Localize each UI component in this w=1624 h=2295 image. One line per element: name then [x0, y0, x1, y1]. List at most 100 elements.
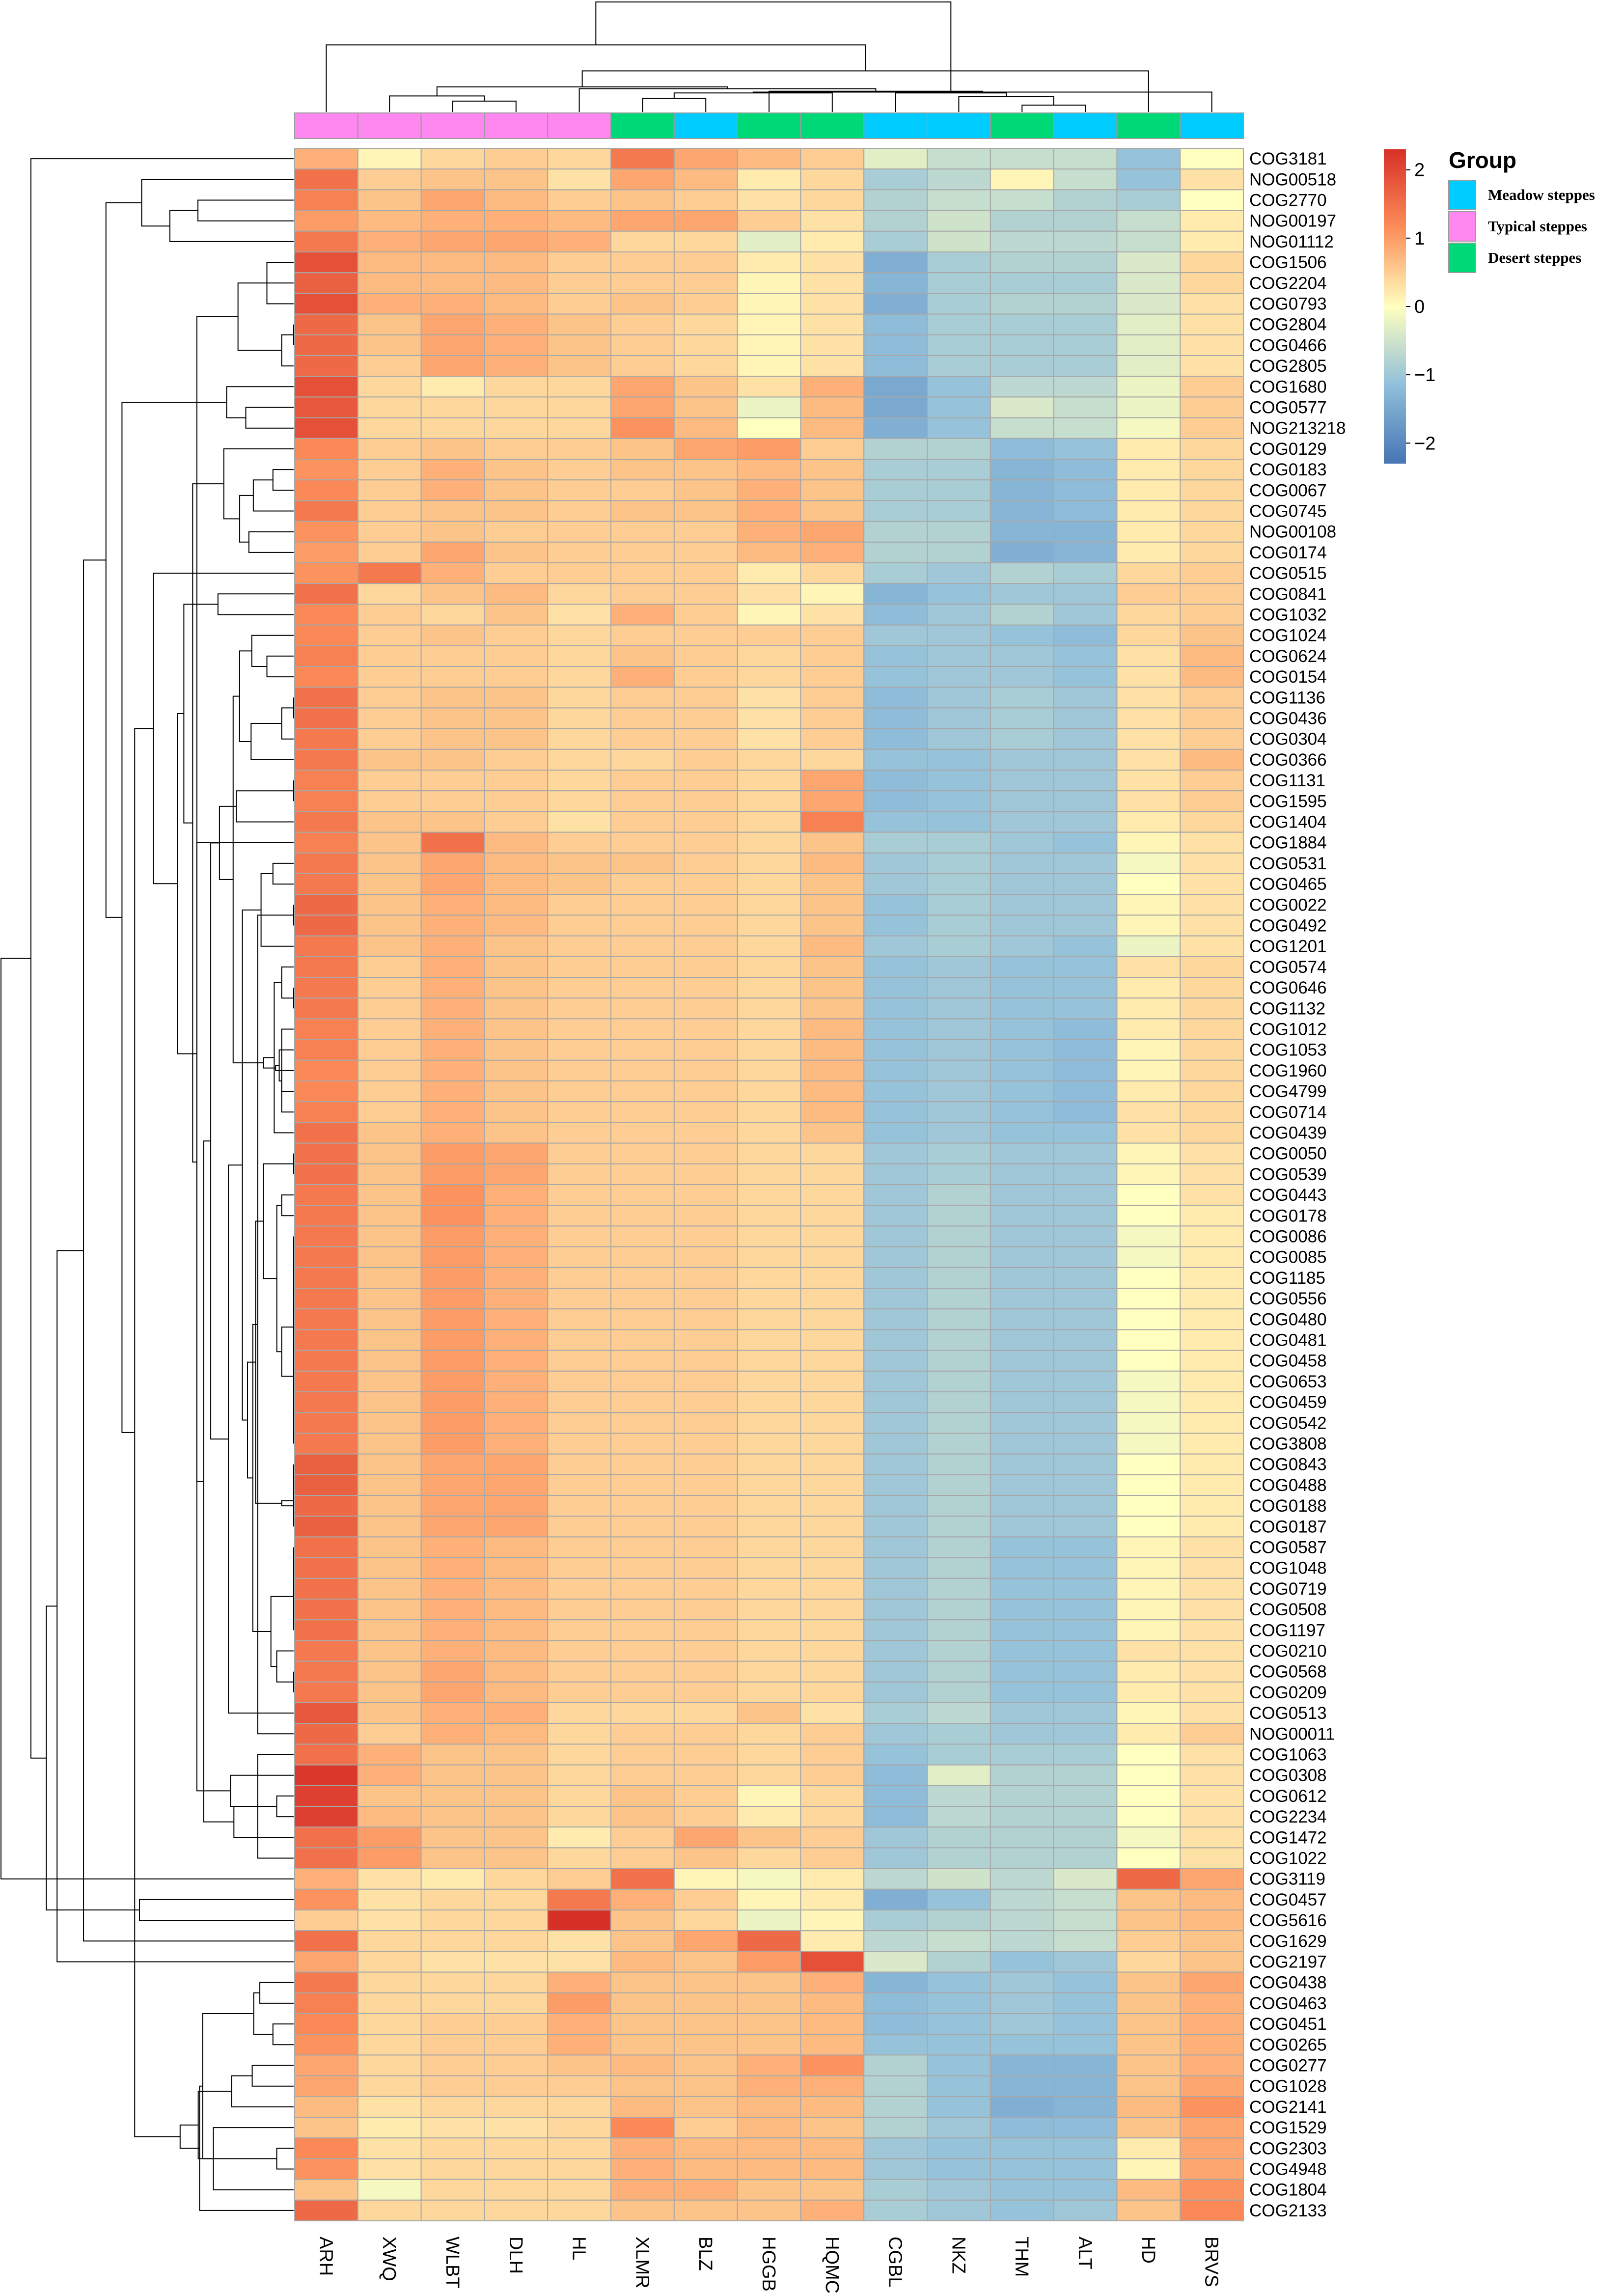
heat-cell [420, 1847, 485, 1869]
heat-cell [610, 293, 675, 315]
heat-cell [610, 1433, 675, 1455]
heat-cell [927, 624, 991, 646]
group-bar-cell-thm [990, 112, 1054, 139]
scale-tick-label: 0 [1414, 297, 1425, 317]
heat-cell [420, 293, 485, 315]
heat-cell [800, 790, 865, 812]
row-label: COG0843 [1249, 1455, 1327, 1474]
heat-cell [610, 438, 675, 460]
heat-cell [610, 1992, 675, 2015]
heat-cell [547, 251, 611, 274]
heat-cell [547, 894, 611, 916]
heat-cell [547, 459, 611, 481]
heat-cell [357, 2199, 422, 2221]
heat-cell [294, 1723, 358, 1745]
row-label: COG0265 [1249, 2035, 1327, 2054]
heat-cell [1053, 168, 1118, 191]
heat-cell [863, 500, 928, 522]
heat-cell [1053, 1577, 1118, 1600]
heat-cell [927, 2013, 991, 2035]
heat-cell [420, 1826, 485, 1849]
heat-cell [1116, 707, 1181, 729]
heat-cell [1180, 1225, 1244, 1247]
column-dendrogram-branch [389, 95, 485, 112]
heat-cell [800, 1142, 865, 1164]
row-label: COG0492 [1249, 916, 1327, 936]
heat-cell [800, 1059, 865, 1082]
heat-cell [990, 1577, 1054, 1600]
heat-cell [863, 2034, 928, 2056]
row-label: COG0481 [1249, 1331, 1327, 1350]
heat-cell [673, 873, 738, 895]
heat-cell [1180, 728, 1244, 750]
heat-cell [990, 728, 1054, 750]
row-dendrogram-branch [242, 909, 261, 1421]
heat-cell [673, 500, 738, 522]
row-label: COG4799 [1249, 1082, 1327, 1101]
heat-cell [294, 1868, 358, 1890]
heat-cell [1116, 521, 1181, 543]
heat-cell [610, 1681, 675, 1704]
heat-cell [357, 1018, 422, 1040]
heat-cell [357, 1826, 422, 1849]
heat-cell [863, 687, 928, 709]
group-bar-cell-blz [673, 112, 738, 139]
heat-cell [737, 210, 801, 232]
heat-cell [927, 1059, 991, 1082]
heat-cell [610, 831, 675, 854]
heat-cell [1053, 2137, 1118, 2159]
heat-cell [357, 2034, 422, 2056]
group-bar-cell-hl [547, 112, 611, 139]
heat-cell [420, 894, 485, 916]
row-label: COG2804 [1249, 315, 1327, 334]
heat-cell [357, 666, 422, 688]
heat-cell [547, 1453, 611, 1475]
row-label: COG2204 [1249, 274, 1327, 293]
heat-cell [737, 1681, 801, 1704]
heat-cell [357, 1951, 422, 1973]
heat-cell [357, 1764, 422, 1786]
heat-cell [484, 1163, 549, 1186]
heat-cell [610, 666, 675, 688]
heat-cell [420, 707, 485, 729]
heat-cell [737, 1039, 801, 1061]
heat-cell [1180, 1433, 1244, 1455]
heat-cell [547, 272, 611, 294]
heat-cell [927, 1847, 991, 1869]
heat-cell [927, 334, 991, 356]
heat-cell [484, 1433, 549, 1455]
heat-cell [800, 2034, 865, 2056]
heat-cell [610, 230, 675, 252]
heat-cell [420, 1599, 485, 1621]
row-label: COG1022 [1249, 1849, 1327, 1868]
heat-cell [927, 396, 991, 418]
heat-cell [800, 687, 865, 709]
heat-cell [294, 500, 358, 522]
heat-cell [294, 459, 358, 481]
heat-cell [673, 935, 738, 957]
heat-cell [484, 1350, 549, 1372]
heat-cell [927, 251, 991, 274]
column-dendrogram-branch [581, 70, 1149, 112]
row-label: COG3181 [1249, 149, 1327, 168]
row-label: COG0187 [1249, 1517, 1327, 1536]
heat-cell [673, 1536, 738, 1558]
heat-cell [547, 1495, 611, 1517]
heat-cell [863, 230, 928, 252]
heat-cell [927, 1122, 991, 1144]
heat-cell [547, 873, 611, 895]
heat-cell [484, 1847, 549, 1869]
heat-cell [420, 1080, 485, 1103]
row-label: COG1028 [1249, 2077, 1327, 2096]
row-label: COG0457 [1249, 1890, 1327, 1909]
heat-cell [737, 687, 801, 709]
heat-cell [927, 1308, 991, 1330]
heat-cell [1116, 624, 1181, 646]
heat-cell [484, 2179, 549, 2201]
heat-cell [420, 1764, 485, 1786]
row-label: COG0587 [1249, 1538, 1327, 1557]
heat-cell [547, 852, 611, 875]
heat-cell [547, 541, 611, 564]
heat-cell [990, 313, 1054, 335]
heat-cell [547, 1267, 611, 1289]
